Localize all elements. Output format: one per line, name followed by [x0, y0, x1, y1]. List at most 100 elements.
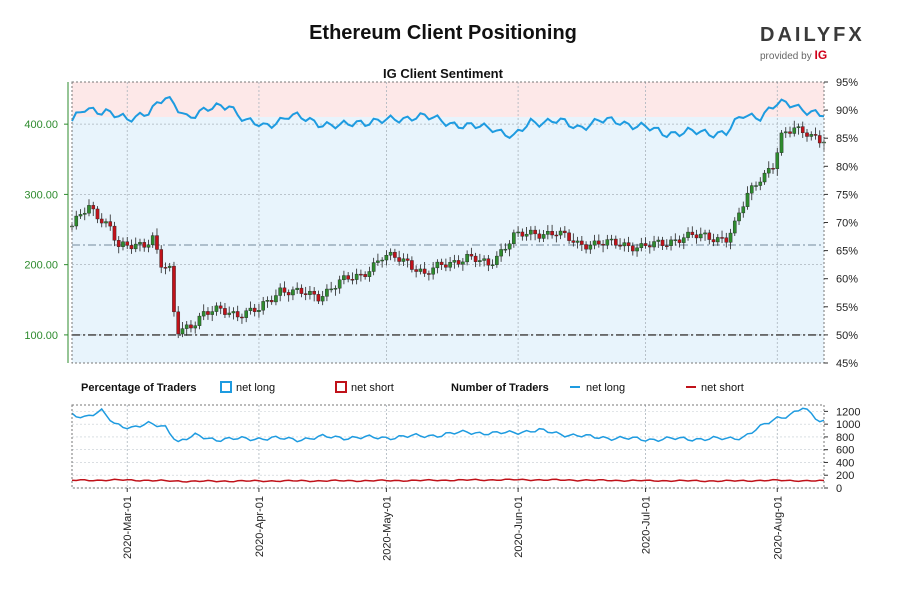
candle-body	[665, 245, 669, 247]
candle-body	[189, 324, 193, 329]
candle-body	[817, 135, 822, 144]
candle-body	[503, 248, 508, 251]
candle-body	[350, 279, 355, 281]
date-tick-label: 2020-Jun-01	[513, 496, 525, 558]
candle-body	[320, 296, 325, 302]
candle-body	[669, 239, 673, 246]
candle-body	[550, 231, 554, 236]
candle-body	[337, 279, 342, 289]
date-axis: 2020-Mar-01 2020-Apr-01 2020-May-01 2020-Ju…	[122, 488, 784, 561]
legend-pct-long-label: net long	[236, 382, 275, 394]
candle-body	[155, 235, 159, 250]
candle-body	[346, 275, 350, 280]
right-percent-axis: 45% 50% 55% 60% 65% 70% 75% 80% 85% 90% 95%	[824, 77, 858, 370]
candle-body	[813, 134, 818, 136]
candle-body	[673, 239, 678, 241]
candle-body	[728, 232, 733, 243]
count-tick-label: 0	[836, 483, 842, 495]
candle-body	[439, 261, 444, 266]
candle-body	[788, 131, 792, 134]
candle-body	[592, 240, 597, 246]
candle-body	[469, 254, 474, 257]
candle-body	[303, 293, 308, 295]
candle-body	[444, 264, 448, 268]
candle-body	[749, 185, 754, 194]
candle-body	[91, 205, 96, 210]
dailyfx-logo: DAILYFX provided by IG	[760, 24, 870, 62]
percent-tick-label: 80%	[836, 161, 858, 173]
date-tick-label: 2020-Apr-01	[254, 496, 266, 557]
price-tick-label: 400.00	[24, 119, 58, 131]
candle-body	[601, 243, 605, 246]
candle-body	[558, 230, 563, 236]
count-tick-label: 1000	[836, 419, 860, 431]
candle-body	[452, 260, 457, 263]
legend-pct-short-label: net short	[351, 382, 394, 394]
candle-body	[631, 245, 635, 252]
candle-body	[82, 212, 87, 215]
candle-body	[214, 305, 219, 312]
traders-panel-border	[71, 404, 825, 489]
legend-num-short-label: net short	[701, 382, 744, 394]
count-tick-label: 1200	[836, 406, 860, 418]
candle-body	[333, 288, 338, 290]
candle-body	[278, 287, 282, 296]
candle-body	[99, 218, 104, 224]
candle-body	[218, 305, 223, 309]
candle-body	[401, 258, 406, 262]
candle-body	[244, 310, 248, 318]
percent-tick-label: 65%	[836, 246, 858, 258]
candle-body	[121, 241, 125, 247]
candle-body	[643, 243, 648, 246]
candle-body	[792, 127, 797, 134]
candle-body	[448, 262, 452, 268]
candle-body	[354, 273, 359, 280]
percent-tick-label: 70%	[836, 218, 858, 230]
candle-body	[618, 245, 622, 247]
percent-tick-label: 45%	[836, 358, 858, 370]
candle-body	[197, 315, 202, 326]
candle-body	[571, 240, 576, 243]
candle-body	[299, 287, 304, 294]
candle-body	[265, 300, 270, 302]
candle-body	[783, 131, 788, 134]
net-long-percentage-line	[71, 95, 825, 140]
candle-body	[520, 231, 525, 237]
candle-body	[694, 234, 699, 239]
candle-body	[291, 289, 295, 296]
candle-body	[138, 242, 142, 245]
percent-tick-label: 95%	[836, 77, 858, 89]
legend-num-title: Number of Traders	[451, 382, 549, 394]
candle-body	[286, 292, 291, 296]
candle-body	[367, 271, 372, 277]
short-zone-background	[72, 82, 824, 117]
candle-body	[456, 260, 461, 265]
candle-body	[648, 245, 652, 248]
candle-body	[257, 310, 261, 312]
candle-body	[261, 301, 265, 311]
candle-body	[410, 260, 414, 270]
candle-body	[414, 269, 418, 272]
candle-body	[74, 215, 79, 227]
candle-body	[473, 255, 478, 262]
percent-tick-label: 60%	[836, 274, 858, 286]
candle-body	[529, 229, 533, 235]
candle-body	[125, 241, 130, 246]
candle-body	[524, 233, 529, 237]
candle-body	[167, 265, 172, 268]
candle-body	[316, 294, 321, 302]
candle-body	[274, 295, 278, 303]
price-candles	[70, 120, 826, 339]
candle-body	[597, 240, 601, 245]
candle-body	[609, 238, 614, 241]
candle-body	[388, 251, 393, 256]
price-tick-label: 300.00	[24, 189, 58, 201]
candle-body	[809, 134, 814, 137]
candle-body	[507, 243, 512, 250]
traders-gridlines	[72, 405, 824, 489]
legend-pct-long-swatch	[220, 381, 232, 393]
candle-body	[554, 234, 559, 237]
candle-body	[588, 244, 593, 250]
candle-body	[108, 221, 113, 227]
brand-subtitle: provided by IG	[760, 48, 870, 62]
